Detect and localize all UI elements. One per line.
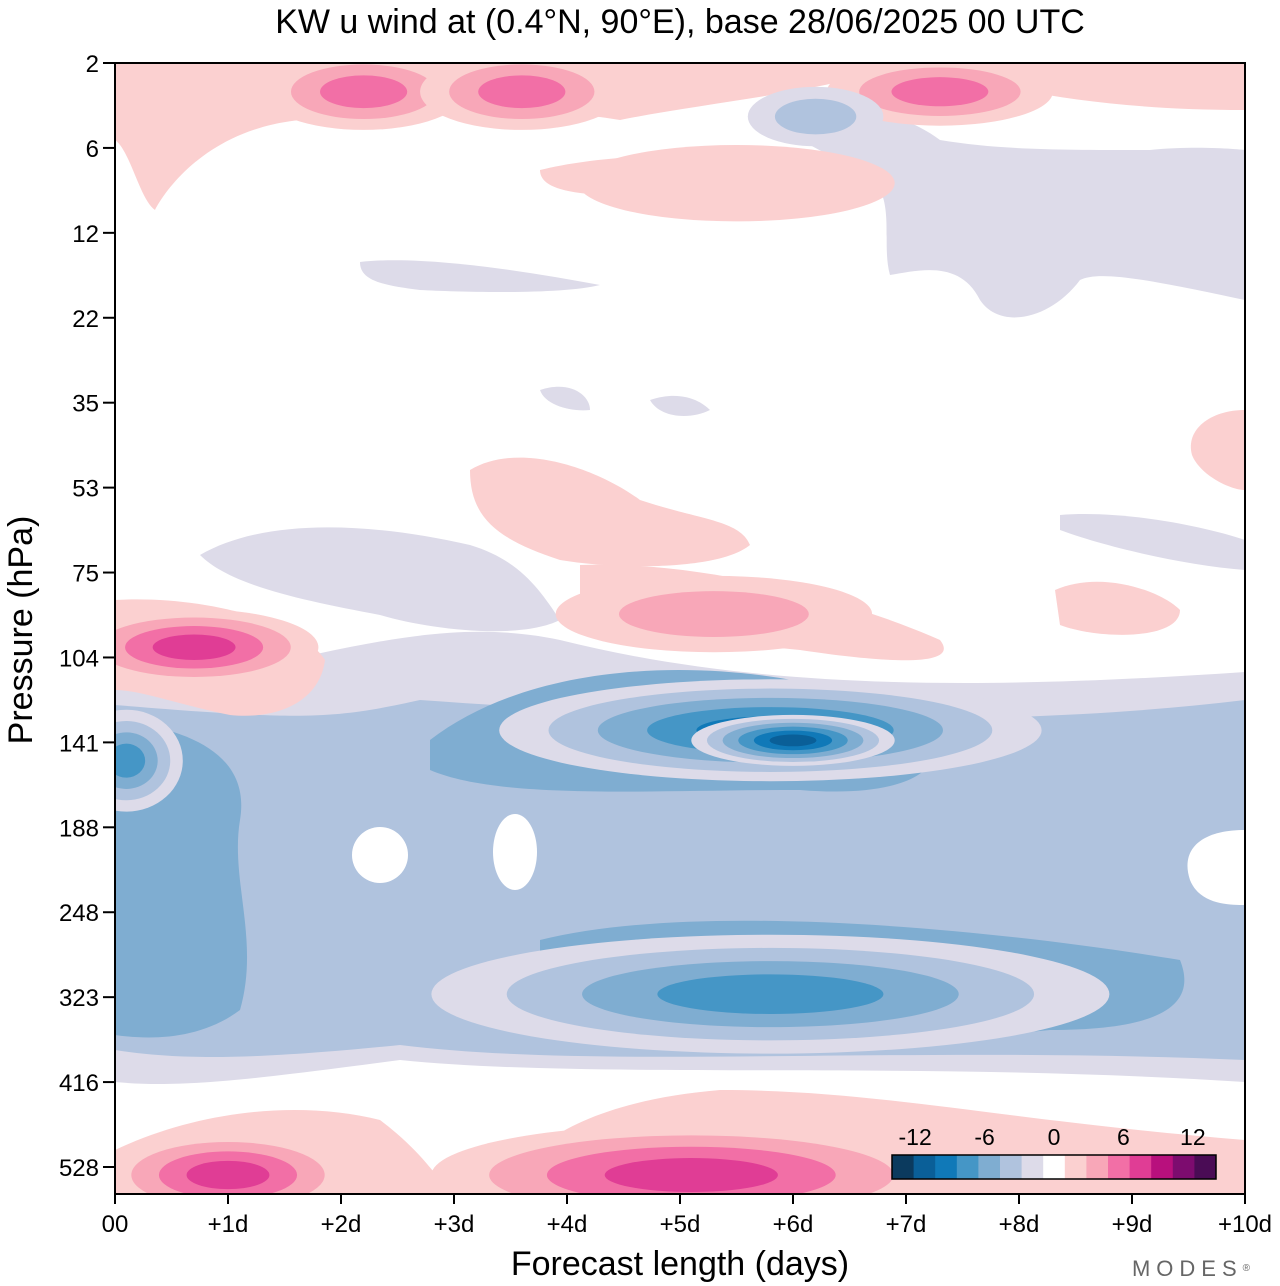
contour-feature bbox=[478, 75, 566, 109]
y-tick-label: 35 bbox=[72, 391, 99, 418]
y-tick-label: 141 bbox=[59, 730, 99, 757]
x-tick-label: +10d bbox=[1218, 1211, 1272, 1238]
colorbar-swatch bbox=[1043, 1155, 1066, 1179]
contour-feature bbox=[320, 75, 408, 109]
x-tick-label: +9d bbox=[1112, 1211, 1153, 1238]
x-tick-label: +6d bbox=[773, 1211, 814, 1238]
colorbar-swatch bbox=[1129, 1155, 1152, 1179]
x-tick-label: +1d bbox=[208, 1211, 249, 1238]
colorbar-swatch bbox=[935, 1155, 958, 1179]
contour-feature bbox=[657, 974, 884, 1014]
contour-feature bbox=[578, 144, 895, 222]
x-tick-label: +4d bbox=[547, 1211, 588, 1238]
chart-title: KW u wind at (0.4°N, 90°E), base 28/06/2… bbox=[275, 3, 1085, 41]
contour-feature bbox=[769, 734, 817, 747]
y-tick-label: 53 bbox=[72, 476, 99, 503]
y-tick-label: 104 bbox=[59, 645, 99, 672]
colorbar-swatch bbox=[1064, 1155, 1087, 1179]
y-tick-label: 75 bbox=[72, 561, 99, 588]
x-tick-label: +7d bbox=[886, 1211, 927, 1238]
x-axis-label: Forecast length (days) bbox=[511, 1245, 849, 1283]
x-axis-ticks: 00 +1d +2d +3d +4d +5d +6d +7d +8d +9d +10d bbox=[102, 1194, 1272, 1238]
y-axis-label: Pressure (hPa) bbox=[2, 516, 40, 745]
y-tick-label: 323 bbox=[59, 985, 99, 1012]
colorbar-label: 12 bbox=[1180, 1124, 1206, 1150]
x-tick-label: +2d bbox=[321, 1211, 362, 1238]
y-tick-label: 528 bbox=[59, 1155, 99, 1182]
y-tick-label: 22 bbox=[72, 306, 99, 333]
colorbar-swatch bbox=[1108, 1155, 1131, 1179]
colorbar-label: 0 bbox=[1048, 1124, 1061, 1150]
colorbar-swatch bbox=[892, 1155, 915, 1179]
colorbar-frame bbox=[891, 1154, 1217, 1180]
y-tick-label: 248 bbox=[59, 900, 99, 927]
contour-feature bbox=[152, 634, 236, 661]
colorbar-swatch bbox=[1086, 1155, 1109, 1179]
contour-feature bbox=[604, 1158, 778, 1192]
colorbar-swatch bbox=[1151, 1155, 1174, 1179]
colorbar-swatch bbox=[1194, 1155, 1217, 1179]
colorbar-label: 6 bbox=[1117, 1124, 1130, 1150]
y-tick-label: 6 bbox=[86, 136, 99, 163]
plot-area bbox=[115, 63, 1245, 1194]
colorbar-swatch bbox=[913, 1155, 936, 1179]
contour-feature bbox=[774, 98, 857, 135]
colorbar-swatch bbox=[1000, 1155, 1023, 1179]
brand-name: MODES bbox=[1132, 1256, 1243, 1281]
colorbar-label: -12 bbox=[899, 1124, 932, 1150]
colorbar: -12 -6 0 6 12 bbox=[891, 1124, 1217, 1180]
contour-feature bbox=[186, 1160, 270, 1190]
colorbar-swatch bbox=[1021, 1155, 1044, 1179]
y-tick-label: 2 bbox=[86, 51, 99, 78]
brand-logo: MODES® bbox=[1132, 1256, 1251, 1281]
colorbar-swatch bbox=[978, 1155, 1001, 1179]
x-tick-label: +5d bbox=[660, 1211, 701, 1238]
contour-features bbox=[115, 63, 1110, 1194]
contour-feature bbox=[115, 743, 146, 778]
y-tick-label: 12 bbox=[72, 221, 99, 248]
x-tick-label: 00 bbox=[102, 1211, 129, 1238]
colorbar-swatch bbox=[1172, 1155, 1195, 1179]
y-tick-label: 188 bbox=[59, 815, 99, 842]
contour-feature bbox=[618, 591, 809, 637]
contour-feature bbox=[891, 77, 989, 107]
colorbar-label: -6 bbox=[974, 1124, 994, 1150]
y-tick-label: 416 bbox=[59, 1070, 99, 1097]
colorbar-swatch bbox=[956, 1155, 979, 1179]
x-tick-label: +3d bbox=[434, 1211, 475, 1238]
y-axis-ticks: 2 6 12 22 35 53 75 104 141 188 248 323 416 528 bbox=[59, 51, 115, 1182]
x-tick-label: +8d bbox=[999, 1211, 1040, 1238]
brand-mark: ® bbox=[1243, 1263, 1251, 1274]
